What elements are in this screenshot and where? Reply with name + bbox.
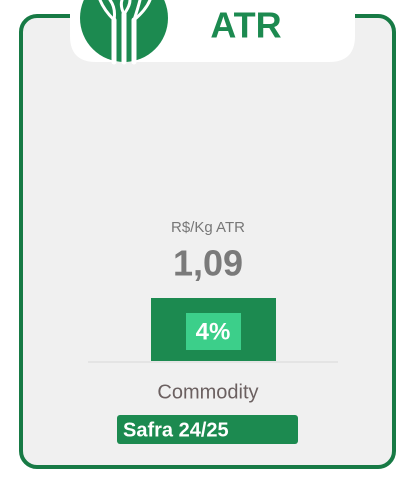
metric-unit: R$/Kg ATR <box>171 219 245 236</box>
badge-text: Safra 24/25 <box>123 419 229 441</box>
metric-change: 4% <box>196 318 231 345</box>
change-chip <box>186 313 241 350</box>
metric-value: 1,09 <box>173 243 243 284</box>
header-title: ATR <box>210 5 281 46</box>
footer-label: Commodity <box>157 381 258 403</box>
sugarcane-icon <box>80 0 168 65</box>
badge <box>117 415 298 444</box>
